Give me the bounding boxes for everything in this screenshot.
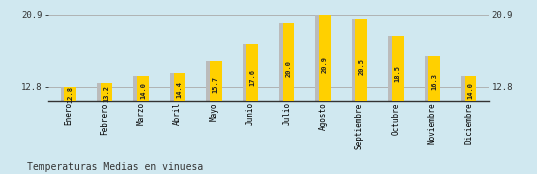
Bar xyxy=(315,15,327,101)
Bar xyxy=(206,61,218,101)
Bar xyxy=(137,76,149,101)
Bar xyxy=(170,73,182,101)
Text: 14.0: 14.0 xyxy=(140,82,146,99)
Bar xyxy=(461,76,473,101)
Bar xyxy=(64,87,76,101)
Bar xyxy=(319,15,331,101)
Text: 15.7: 15.7 xyxy=(213,76,219,93)
Text: 20.9: 20.9 xyxy=(322,56,328,73)
Text: 18.5: 18.5 xyxy=(395,65,401,82)
Bar xyxy=(388,36,400,101)
Bar xyxy=(352,18,364,101)
Text: 13.2: 13.2 xyxy=(104,85,110,102)
Bar xyxy=(355,18,367,101)
Text: 12.8: 12.8 xyxy=(67,86,73,104)
Text: 16.3: 16.3 xyxy=(431,73,437,90)
Bar xyxy=(282,23,294,101)
Text: 17.6: 17.6 xyxy=(249,69,255,86)
Bar xyxy=(101,83,112,101)
Text: Temperaturas Medias en vinuesa: Temperaturas Medias en vinuesa xyxy=(27,162,203,172)
Bar xyxy=(134,76,145,101)
Text: 14.0: 14.0 xyxy=(468,82,474,99)
Bar xyxy=(429,56,440,101)
Bar xyxy=(279,23,291,101)
Bar xyxy=(243,44,255,101)
Bar xyxy=(210,61,222,101)
Bar xyxy=(465,76,476,101)
Text: 20.5: 20.5 xyxy=(358,58,364,75)
Text: 20.0: 20.0 xyxy=(286,60,292,77)
Bar xyxy=(97,83,108,101)
Bar xyxy=(392,36,403,101)
Text: 14.4: 14.4 xyxy=(176,81,183,97)
Bar xyxy=(173,73,185,101)
Bar xyxy=(246,44,258,101)
Bar xyxy=(61,87,72,101)
Bar xyxy=(425,56,436,101)
